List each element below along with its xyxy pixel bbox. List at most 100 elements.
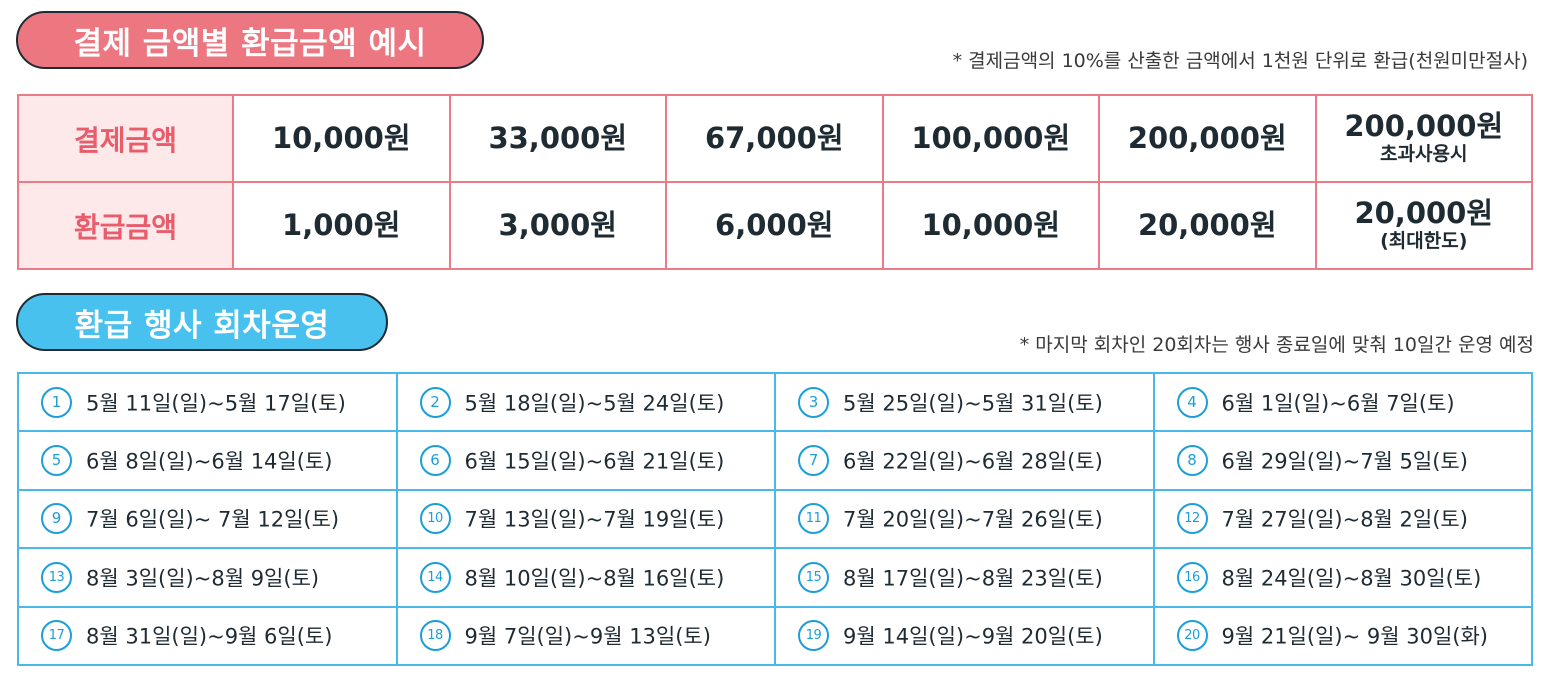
refund-note: * 결제금액의 10%를 산출한 금액에서 1천원 단위로 환급(천원미만절사) — [952, 50, 1528, 72]
cell-main: 3,000원 — [498, 207, 617, 242]
table-row: 9 7월 6일(일)~ 7월 12일(토) 10 7월 13일(일)~7월 19일(… — [17, 488, 1533, 550]
round-number-badge: 10 — [419, 503, 451, 535]
round-cell: 10 7월 13일(일)~7월 19일(토) — [395, 488, 776, 550]
round-date-range: 8월 3일(일)~8월 9일(토) — [86, 566, 320, 591]
round-cell: 15 8월 17일(일)~8월 23일(토) — [774, 547, 1155, 608]
table-cell: 67,000원 — [665, 94, 884, 183]
table-cell: 6,000원 — [665, 181, 884, 270]
round-date-range: 9월 7일(일)~9월 13일(토) — [464, 624, 711, 649]
round-number-badge: 14 — [419, 561, 451, 593]
round-number-badge: 8 — [1176, 445, 1208, 477]
round-cell: 17 8월 31일(일)~9월 6일(토) — [17, 605, 398, 667]
round-cell: 19 9월 14일(일)~9월 20일(토) — [774, 605, 1155, 667]
round-date-range: 6월 1일(일)~6월 7일(토) — [1221, 391, 1455, 416]
round-number-badge: 7 — [798, 445, 829, 477]
cell-sub: (최대한도) — [1380, 230, 1468, 253]
round-number-badge: 9 — [41, 503, 72, 535]
cell-main: 20,000원 — [1137, 207, 1277, 242]
table-cell: 3,000원 — [448, 181, 667, 270]
table-cell: 200,000원 — [1098, 94, 1317, 183]
table-cell: 20,000원 (최대한도) — [1314, 181, 1533, 270]
cell-main: 6,000원 — [715, 207, 834, 242]
round-number-badge: 19 — [798, 620, 829, 652]
round-cell: 11 7월 20일(일)~7월 26일(토) — [774, 488, 1155, 550]
cell-main: 67,000원 — [704, 120, 844, 155]
table-cell: 1,000원 — [232, 181, 451, 270]
refund-header: 환급금액 — [17, 181, 234, 270]
round-cell: 9 7월 6일(일)~ 7월 12일(토) — [17, 488, 398, 550]
round-number-badge: 4 — [1176, 386, 1208, 418]
round-date-range: 7월 13일(일)~7월 19일(토) — [464, 507, 725, 532]
round-date-range: 9월 21일(일)~ 9월 30일(화) — [1221, 624, 1488, 649]
round-date-range: 9월 14일(일)~9월 20일(토) — [843, 624, 1103, 649]
round-date-range: 7월 6일(일)~ 7월 12일(토) — [86, 507, 340, 532]
table-cell: 10,000원 — [232, 94, 451, 183]
round-date-range: 8월 10일(일)~8월 16일(토) — [464, 566, 725, 591]
round-number-badge: 1 — [41, 386, 72, 418]
round-date-range: 8월 17일(일)~8월 23일(토) — [843, 566, 1103, 591]
round-number-badge: 5 — [41, 445, 72, 477]
round-cell: 4 6월 1일(일)~6월 7일(토) — [1152, 371, 1533, 433]
round-date-range: 6월 8일(일)~6월 14일(토) — [86, 449, 333, 474]
round-cell: 5 6월 8일(일)~6월 14일(토) — [17, 430, 398, 491]
round-date-range: 8월 31일(일)~9월 6일(토) — [86, 624, 333, 649]
round-date-range: 7월 27일(일)~8월 2일(토) — [1221, 507, 1468, 532]
table-cell: 20,000원 — [1098, 181, 1317, 270]
section-title-refund-examples: 결제 금액별 환급금액 예시 — [16, 11, 484, 69]
round-date-range: 5월 25일(일)~5월 31일(토) — [843, 391, 1103, 416]
round-date-range: 6월 29일(일)~7월 5일(토) — [1221, 449, 1468, 474]
round-cell: 6 6월 15일(일)~6월 21일(토) — [395, 430, 776, 491]
table-cell: 10,000원 — [881, 181, 1100, 270]
round-cell: 2 5월 18일(일)~5월 24일(토) — [395, 371, 776, 433]
round-date-range: 6월 15일(일)~6월 21일(토) — [464, 449, 725, 474]
round-date-range: 5월 11일(일)~5월 17일(토) — [86, 391, 346, 416]
round-number-badge: 20 — [1176, 620, 1208, 652]
round-cell: 13 8월 3일(일)~8월 9일(토) — [17, 547, 398, 608]
round-date-range: 6월 22일(일)~6월 28일(토) — [843, 449, 1103, 474]
cell-sub: 초과사용시 — [1380, 143, 1468, 166]
round-number-badge: 13 — [41, 561, 72, 593]
round-date-range: 8월 24일(일)~8월 30일(토) — [1221, 566, 1482, 591]
round-number-badge: 6 — [419, 445, 451, 477]
table-row: 1 5월 11일(일)~5월 17일(토) 2 5월 18일(일)~5월 24일(토… — [17, 371, 1533, 433]
cell-main: 33,000원 — [488, 120, 628, 155]
section-title-rounds: 환급 행사 회차운영 — [16, 293, 388, 351]
round-number-badge: 2 — [419, 386, 451, 418]
refund-table: 결제금액 10,000원 33,000원 67,000원 100,000원 20… — [17, 94, 1533, 270]
cell-main: 100,000원 — [911, 120, 1071, 155]
cell-main: 1,000원 — [282, 207, 401, 242]
cell-main: 20,000원 — [1354, 195, 1494, 230]
cell-main: 200,000원 — [1127, 120, 1287, 155]
rounds-table: 1 5월 11일(일)~5월 17일(토) 2 5월 18일(일)~5월 24일(토… — [17, 371, 1533, 667]
round-cell: 7 6월 22일(일)~6월 28일(토) — [774, 430, 1155, 491]
round-number-badge: 18 — [419, 620, 451, 652]
cell-main: 10,000원 — [271, 120, 411, 155]
table-cell: 33,000원 — [448, 94, 667, 183]
table-row: 17 8월 31일(일)~9월 6일(토) 18 9월 7일(일)~9월 13일(토… — [17, 605, 1533, 667]
cell-main: 200,000원 — [1344, 108, 1504, 143]
round-cell: 14 8월 10일(일)~8월 16일(토) — [395, 547, 776, 608]
round-date-range: 5월 18일(일)~5월 24일(토) — [464, 391, 725, 416]
cell-main: 10,000원 — [921, 207, 1061, 242]
table-cell: 100,000원 — [881, 94, 1100, 183]
round-cell: 1 5월 11일(일)~5월 17일(토) — [17, 371, 398, 433]
rounds-note: * 마지막 회차인 20회차는 행사 종료일에 맞춰 10일간 운영 예정 — [1019, 334, 1534, 356]
round-number-badge: 15 — [798, 561, 829, 593]
round-number-badge: 17 — [41, 620, 72, 652]
refund-row: 환급금액 1,000원 3,000원 6,000원 10,000원 20,000… — [17, 181, 1533, 270]
round-number-badge: 16 — [1176, 561, 1208, 593]
round-cell: 3 5월 25일(일)~5월 31일(토) — [774, 371, 1155, 433]
round-cell: 12 7월 27일(일)~8월 2일(토) — [1152, 488, 1533, 550]
round-cell: 20 9월 21일(일)~ 9월 30일(화) — [1152, 605, 1533, 667]
round-date-range: 7월 20일(일)~7월 26일(토) — [843, 507, 1103, 532]
round-cell: 16 8월 24일(일)~8월 30일(토) — [1152, 547, 1533, 608]
payment-row: 결제금액 10,000원 33,000원 67,000원 100,000원 20… — [17, 94, 1533, 183]
table-cell: 200,000원 초과사용시 — [1314, 94, 1533, 183]
round-number-badge: 3 — [798, 386, 829, 418]
round-number-badge: 12 — [1176, 503, 1208, 535]
table-row: 13 8월 3일(일)~8월 9일(토) 14 8월 10일(일)~8월 16일(토… — [17, 547, 1533, 608]
table-row: 5 6월 8일(일)~6월 14일(토) 6 6월 15일(일)~6월 21일(토)… — [17, 430, 1533, 491]
round-cell: 8 6월 29일(일)~7월 5일(토) — [1152, 430, 1533, 491]
round-number-badge: 11 — [798, 503, 829, 535]
round-cell: 18 9월 7일(일)~9월 13일(토) — [395, 605, 776, 667]
